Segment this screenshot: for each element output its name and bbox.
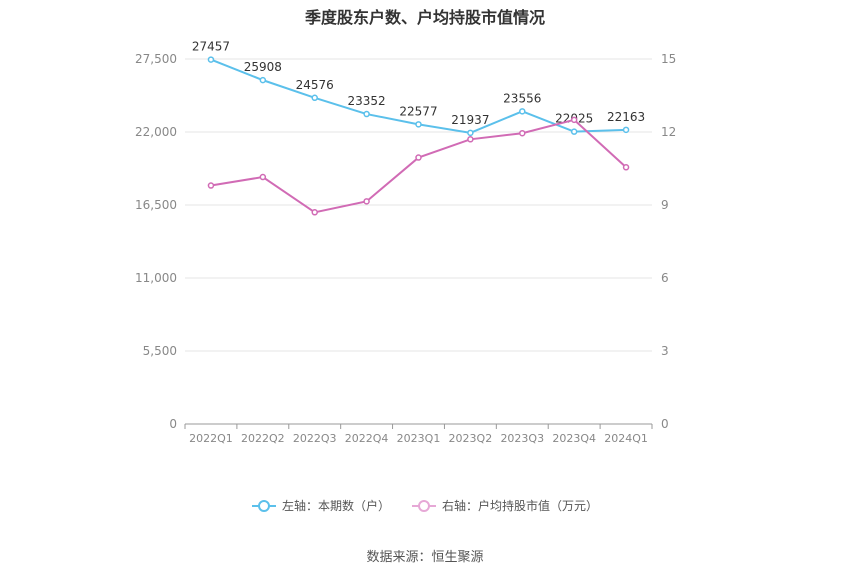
data-point (311, 94, 318, 102)
x-tick-label: 2022Q2 (241, 432, 285, 445)
y-right-tick-label: 9 (661, 198, 669, 212)
y-left-tick-label: 27,500 (135, 52, 177, 66)
data-point (363, 110, 370, 118)
data-point (622, 126, 630, 134)
legend-label-holders: 左轴：本期数（户） (281, 499, 390, 513)
legend-item-value[interactable]: 右轴：户均持股市值（万元） (412, 497, 598, 514)
data-point (207, 56, 215, 63)
x-tick-label: 2023Q1 (397, 432, 441, 445)
data-point (467, 136, 474, 143)
data-point (622, 164, 630, 171)
x-tick-label: 2023Q2 (449, 432, 493, 445)
data-point (415, 121, 422, 128)
data-point (259, 76, 267, 84)
y-left-tick-label: 5,500 (143, 344, 177, 358)
data-point (207, 182, 215, 189)
source-note: 数据来源：恒生聚源 (366, 550, 484, 565)
data-point (519, 129, 526, 137)
y-left-tick-label: 16,500 (135, 198, 177, 212)
x-tick-label: 2024Q1 (604, 432, 648, 445)
data-point (570, 128, 578, 135)
chart-title: 季度股东户数、户均持股市值情况 (304, 8, 545, 27)
x-tick-label: 2023Q3 (500, 432, 544, 445)
y-right-tick-label: 0 (661, 417, 669, 431)
data-label: 23352 (348, 94, 386, 108)
x-tick-label: 2023Q4 (552, 432, 596, 445)
data-point (519, 108, 526, 115)
data-point (415, 154, 422, 161)
legend-label-value: 右轴：户均持股市值（万元） (442, 499, 599, 513)
legend-line-holders-icon (251, 499, 276, 512)
data-point (363, 198, 370, 205)
data-label: 22577 (399, 104, 437, 118)
y-left-tick-label: 11,000 (135, 271, 177, 285)
legend: 左轴：本期数（户） 右轴：户均持股市值（万元） (0, 497, 850, 514)
x-tick-label: 2022Q1 (189, 432, 233, 445)
data-point (570, 116, 578, 124)
data-label: 22163 (607, 110, 645, 124)
data-label: 25908 (244, 60, 282, 74)
y-right-tick-label: 3 (661, 344, 669, 358)
legend-item-holders[interactable]: 左轴：本期数（户） (251, 497, 390, 514)
data-label: 23556 (503, 91, 541, 105)
y-left-tick-label: 22,000 (135, 125, 177, 139)
legend-line-value-icon (412, 499, 436, 512)
data-label: 24576 (296, 78, 334, 92)
y-left-tick-label: 0 (169, 417, 177, 431)
data-point (259, 173, 267, 181)
data-point (311, 209, 318, 216)
y-right-tick-label: 15 (661, 52, 676, 66)
data-label: 27457 (192, 40, 230, 54)
x-tick-label: 2022Q3 (293, 432, 337, 445)
data-point (467, 129, 474, 137)
data-label: 21937 (451, 113, 489, 127)
series-line-1 (210, 118, 627, 214)
y-right-tick-label: 12 (661, 125, 676, 139)
x-tick-label: 2022Q4 (345, 432, 389, 445)
y-right-tick-label: 6 (661, 271, 669, 285)
